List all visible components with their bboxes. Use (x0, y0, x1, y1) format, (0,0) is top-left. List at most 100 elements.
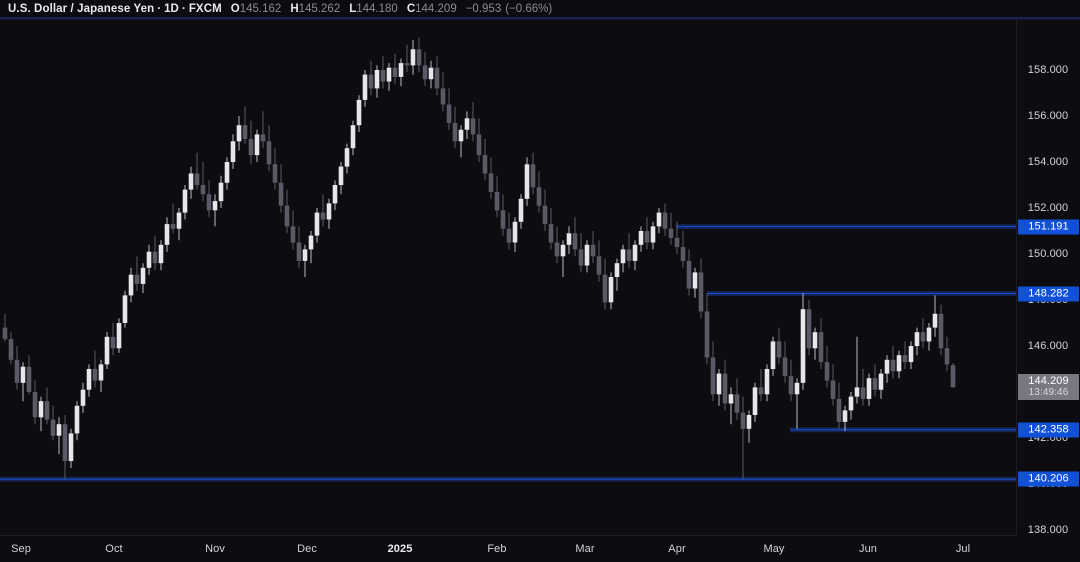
candle-body (644, 231, 650, 243)
legend-divider (0, 17, 1080, 19)
candle-body (590, 244, 596, 257)
candle-body (554, 242, 560, 257)
candle-body (506, 228, 512, 243)
candle-body (464, 118, 470, 130)
chart-plot-area[interactable] (0, 20, 1016, 535)
low-value: 144.180 (356, 2, 398, 15)
candle-body (848, 396, 854, 411)
price-level-tag[interactable]: 151.191 (1018, 219, 1079, 235)
candle-body (914, 332, 920, 346)
candle-body (470, 118, 476, 135)
candle-body (320, 212, 326, 220)
close-group: C144.209 (407, 3, 457, 15)
candle-body (26, 366, 32, 392)
time-axis-divider (0, 535, 1016, 536)
candle-body (92, 369, 98, 381)
price-tick: 150.000 (1027, 248, 1069, 260)
candle-body (386, 67, 392, 82)
candle-body (146, 251, 152, 268)
interval-label[interactable]: 1D (164, 2, 179, 15)
candle-body (782, 357, 788, 376)
candle-body (446, 104, 452, 123)
candle-body (668, 228, 674, 238)
price-level-tag[interactable]: 140.206 (1018, 471, 1079, 487)
candle-body (812, 332, 818, 349)
time-tick: Mar (575, 543, 595, 555)
candle-body (626, 249, 632, 261)
candle-body (212, 201, 218, 211)
exchange-label[interactable]: FXCM (188, 2, 222, 15)
candle-body (512, 221, 518, 243)
candle-body (272, 164, 278, 183)
time-tick: Jul (955, 543, 971, 555)
candle-body (878, 373, 884, 390)
candle-body (704, 311, 710, 358)
candle-body (818, 332, 824, 363)
candle-body (116, 323, 122, 349)
candle-body (2, 327, 8, 340)
price-line-group (0, 224, 1016, 482)
candle-body (842, 410, 848, 422)
candle-body (548, 224, 554, 243)
candle-body (794, 382, 800, 395)
candle-body (140, 267, 146, 284)
candle-body (434, 67, 440, 89)
candle-body (266, 141, 272, 165)
candle-body (158, 244, 164, 264)
candle-body (602, 274, 608, 303)
candle-body (410, 49, 416, 66)
high-group: H145.262 (290, 3, 340, 15)
time-axis[interactable]: Sep Oct Nov Dec 2025 Feb Mar Apr May Jun Jul (0, 535, 1016, 562)
candle-body (182, 189, 188, 213)
candle-body (902, 355, 908, 363)
price-level-tag[interactable]: 148.282 (1018, 286, 1079, 301)
candle-body (254, 134, 260, 156)
open-group: O145.162 (231, 3, 282, 15)
candle-body (932, 313, 938, 328)
candle-body (80, 389, 86, 406)
candle-body (692, 272, 698, 289)
candle-body (860, 387, 866, 399)
candle-body (632, 244, 638, 261)
candle-body (404, 63, 410, 66)
time-tick: Sep (11, 543, 31, 555)
close-value: 144.209 (415, 2, 457, 15)
time-tick: Dec (297, 543, 317, 555)
candle-body (56, 424, 62, 436)
candle-body (308, 235, 314, 250)
price-axis[interactable]: JPY 158.000156.000154.000152.000150.0001… (1016, 0, 1080, 562)
price-level-tag[interactable]: 142.358 (1018, 422, 1079, 438)
candle-body (950, 365, 956, 388)
candle-body (920, 332, 926, 342)
candle-body (236, 125, 242, 142)
candle-body (296, 242, 302, 261)
high-key: H (290, 2, 299, 15)
candle-body (134, 274, 140, 284)
candle-body (638, 231, 644, 245)
candle-body (662, 212, 668, 229)
symbol-title[interactable]: U.S. Dollar / Japanese Yen (8, 2, 155, 15)
candle-body (362, 74, 368, 100)
last-price-countdown: 13:49:46 (1028, 387, 1069, 399)
candle-body (656, 212, 662, 227)
candle-body (734, 394, 740, 413)
candle-body (728, 394, 734, 404)
candle-body (284, 205, 290, 227)
candle-body (38, 401, 44, 418)
candle-body (392, 67, 398, 77)
candle-body (710, 357, 716, 395)
candle-body (206, 194, 212, 211)
candle-body (356, 99, 362, 126)
last-price-tag[interactable]: 144.209 13:49:46 (1018, 374, 1079, 401)
candle-body (368, 74, 374, 89)
candle-body (584, 244, 590, 266)
legend-separator-2: · (181, 2, 186, 15)
candle-body (674, 237, 680, 248)
candle-body (788, 375, 794, 395)
candle-body (524, 164, 530, 199)
candle-body (566, 233, 572, 245)
candle-body (938, 313, 944, 349)
price-tick: 158.000 (1027, 64, 1069, 76)
candle-body (770, 341, 776, 369)
